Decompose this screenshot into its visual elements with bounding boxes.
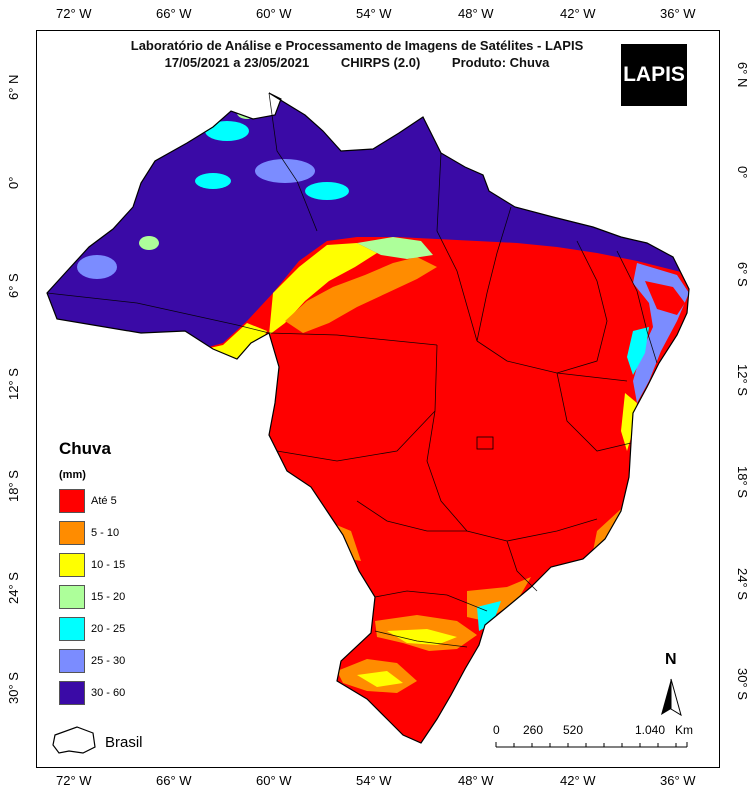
scale-tick-1040: 1.040 (635, 723, 666, 737)
legend-label-2: 5 - 10 (91, 527, 120, 539)
lon-label-top-36w: 36° W (660, 6, 696, 21)
legend-swatch-6 (59, 649, 85, 673)
lat-label-left-0: 0° (6, 176, 21, 189)
legend-swatch-5 (59, 617, 85, 641)
product-label: Produto: Chuva (451, 55, 550, 70)
map-frame: Laboratório de Análise e Processamento d… (36, 30, 720, 768)
north-label: N (665, 651, 677, 668)
legend-swatch-2 (59, 521, 85, 545)
date-range: 17/05/2021 a 23/05/2021 (164, 55, 310, 70)
brasil-outline-icon (52, 726, 96, 754)
lat-label-right-24s: 24° S (735, 568, 750, 600)
scale-bar-labels: 0 260 520 1.040 Km (493, 723, 719, 739)
lon-label-bottom-60w: 60° W (256, 773, 292, 788)
scale-tick-520: 520 (563, 723, 584, 737)
title-line-1: Laboratório de Análise e Processamento d… (130, 38, 584, 53)
map-title: Laboratório de Análise e Processamento d… (37, 37, 677, 71)
lat-label-left-24s: 24° S (6, 572, 21, 604)
lat-label-left-6s: 6° S (6, 273, 21, 298)
scale-tick-260: 260 (523, 723, 544, 737)
legend-label-1: Até 5 (91, 495, 117, 507)
lat-label-left-30s: 30° S (6, 672, 21, 704)
lat-label-left-12s: 12° S (6, 368, 21, 400)
lat-label-right-30s: 30° S (735, 668, 750, 700)
lat-label-right-0: 0° (735, 166, 750, 179)
legend-swatch-4 (59, 585, 85, 609)
legend-swatch-3 (59, 553, 85, 577)
legend-label-3: 10 - 15 (91, 559, 126, 571)
lon-label-bottom-66w: 66° W (156, 773, 192, 788)
lon-label-bottom-42w: 42° W (560, 773, 596, 788)
scale-tick-0: 0 (493, 723, 500, 737)
lon-label-bottom-72w: 72° W (56, 773, 92, 788)
legend-label-6: 25 - 30 (91, 655, 126, 667)
north-arrow-icon (661, 678, 682, 717)
lapis-logo: LAPIS (621, 44, 687, 106)
lat-label-right-6n: 6° N (735, 62, 750, 88)
lat-label-left-18s: 18° S (6, 470, 21, 502)
lat-label-right-18s: 18° S (735, 466, 750, 498)
lon-label-top-72w: 72° W (56, 6, 92, 21)
legend-swatch-7 (59, 681, 85, 705)
title-line-2: 17/05/2021 a 23/05/2021 CHIRPS (2.0) Pro… (37, 54, 677, 71)
legend-unit: (mm) (59, 469, 86, 481)
lat-label-right-12s: 12° S (735, 364, 750, 396)
scale-bar (495, 742, 688, 748)
lon-label-bottom-54w: 54° W (356, 773, 392, 788)
lon-label-top-60w: 60° W (256, 6, 292, 21)
logo-text: LAPIS (623, 63, 685, 86)
lon-label-top-48w: 48° W (458, 6, 494, 21)
rainfall-map (46, 92, 690, 754)
scale-unit: Km (675, 723, 693, 737)
legend-label-4: 15 - 20 (91, 591, 126, 603)
lon-label-top-66w: 66° W (156, 6, 192, 21)
lon-label-top-42w: 42° W (560, 6, 596, 21)
lon-label-bottom-36w: 36° W (660, 773, 696, 788)
legend-title: Chuva (59, 439, 111, 458)
lon-label-top-54w: 54° W (356, 6, 392, 21)
brasil-legend-label: Brasil (105, 734, 143, 751)
lat-label-left-6n: 6° N (6, 74, 21, 100)
lon-label-bottom-48w: 48° W (458, 773, 494, 788)
legend-label-5: 20 - 25 (91, 623, 126, 635)
data-source: CHIRPS (2.0) (340, 55, 421, 70)
lat-label-right-6s: 6° S (735, 262, 750, 287)
legend-label-7: 30 - 60 (91, 687, 126, 699)
legend-swatch-1 (59, 489, 85, 513)
